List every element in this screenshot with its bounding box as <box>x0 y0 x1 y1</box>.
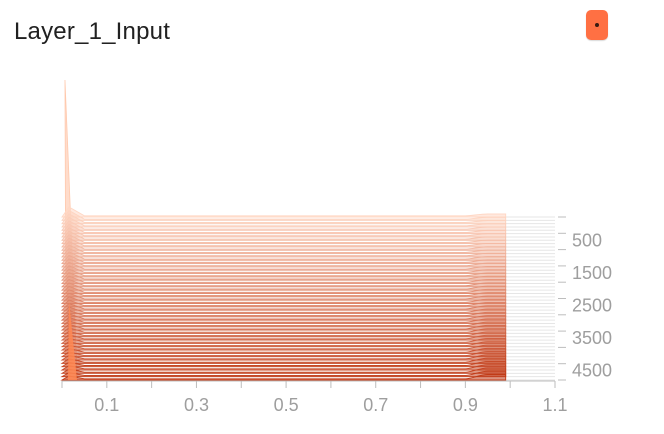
series-histogram <box>60 303 507 311</box>
y-tick-label: 1500 <box>572 263 612 283</box>
series-histogram <box>61 209 507 221</box>
expand-button[interactable] <box>586 10 608 40</box>
series-histogram <box>61 216 507 228</box>
series-histogram <box>60 271 507 281</box>
series-histogram <box>61 237 507 248</box>
series-histogram <box>60 341 507 348</box>
series-histogram <box>60 292 507 301</box>
series-histogram <box>61 244 507 255</box>
y-tick-label: 2500 <box>572 296 612 316</box>
series-histogram <box>60 344 507 351</box>
x-tick-label: 1.1 <box>542 395 567 415</box>
series-histogram <box>61 261 507 271</box>
series-histogram <box>61 223 507 235</box>
series-histogram <box>60 351 507 358</box>
series-histogram <box>61 234 507 245</box>
series-histogram <box>60 354 507 361</box>
y-tick-label: 3500 <box>572 328 612 348</box>
series-histogram <box>61 240 507 251</box>
series-histogram <box>60 360 507 368</box>
histogram-series <box>60 79 555 381</box>
series-histogram <box>60 282 507 291</box>
series-histogram <box>60 347 507 354</box>
series-histogram <box>60 296 507 304</box>
series-histogram <box>60 370 507 378</box>
series-histogram <box>61 247 507 258</box>
series-histogram <box>60 327 507 334</box>
series-histogram <box>60 268 507 278</box>
series-histogram <box>60 367 507 374</box>
series-histogram <box>61 254 507 265</box>
expand-dot-icon <box>595 23 599 27</box>
x-tick-label: 0.7 <box>363 395 388 415</box>
series-histogram <box>60 364 507 371</box>
x-tick-label: 0.9 <box>453 395 478 415</box>
series-histogram <box>60 374 507 381</box>
series-histogram <box>61 227 507 238</box>
series-histogram <box>60 275 507 284</box>
series-histogram <box>60 299 507 308</box>
series-histogram <box>60 309 507 318</box>
series-histogram <box>61 220 507 231</box>
front-spike <box>68 300 77 380</box>
x-tick-label: 0.3 <box>184 395 209 415</box>
series-histogram <box>60 323 507 331</box>
series-histogram <box>60 334 507 341</box>
y-tick-label: 500 <box>572 230 602 250</box>
series-histogram <box>60 320 507 328</box>
series-histogram <box>61 230 507 241</box>
series-histogram <box>60 330 507 338</box>
series-histogram <box>60 306 507 314</box>
chart-title: Layer_1_Input <box>14 18 171 45</box>
series-histogram <box>61 251 507 261</box>
x-tick-label: 0.1 <box>94 395 119 415</box>
series-histogram <box>61 258 507 268</box>
x-tick-label: 0.5 <box>274 395 299 415</box>
series-histogram <box>60 278 507 288</box>
y-tick-label: 4500 <box>572 361 612 381</box>
series-histogram <box>61 265 507 275</box>
series-histogram <box>60 285 507 294</box>
chart-axes <box>62 380 555 382</box>
series-histogram <box>60 316 507 324</box>
series-histogram <box>61 206 507 218</box>
series-histogram <box>60 337 507 344</box>
series-histogram <box>61 213 507 225</box>
series-histogram <box>60 289 507 298</box>
x-axis-ticks: 0.1 0.3 0.5 0.7 0.9 1.1 <box>61 381 568 415</box>
y-axis-ticks: 500 1500 2500 3500 4500 <box>558 216 612 381</box>
series-histogram <box>60 313 507 321</box>
series-histogram <box>60 357 507 364</box>
